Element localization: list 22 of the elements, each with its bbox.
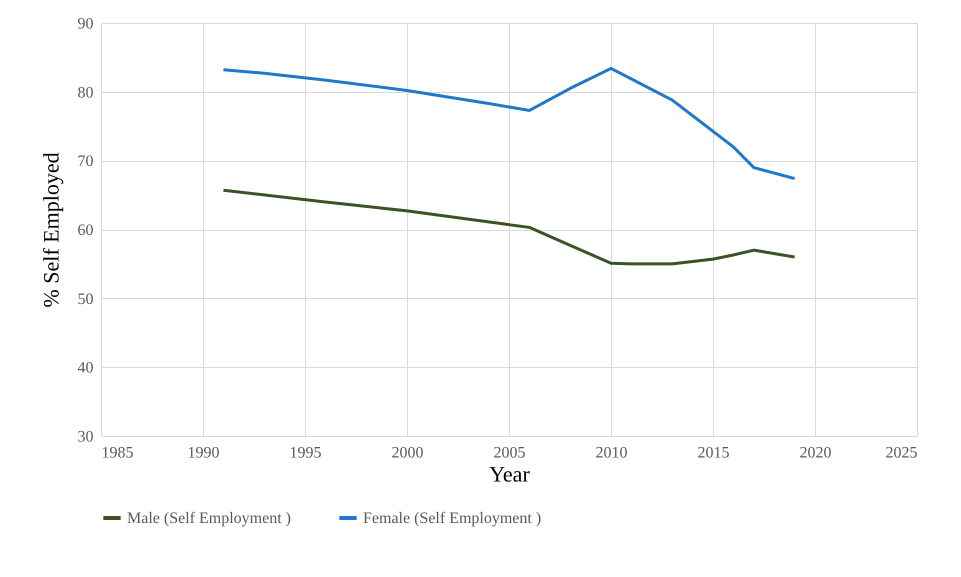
x-tick-label: 2000 [392, 444, 424, 462]
legend-label: Female (Self Employment ) [363, 510, 542, 527]
y-tick-label: 90 [78, 16, 94, 32]
y-tick-label: 70 [78, 153, 94, 170]
x-tick-label: 1985 [102, 444, 134, 462]
y-tick-label: 40 [78, 360, 94, 377]
y-tick-label: 50 [78, 290, 94, 308]
y-tick-label: 60 [78, 222, 94, 239]
x-tick-label: 2010 [596, 444, 628, 462]
legend-label: Male (Self Employment ) [127, 510, 291, 527]
x-axis-title: Year [489, 462, 530, 486]
x-tick-label: 2005 [494, 444, 526, 462]
y-tick-label: 80 [78, 84, 94, 102]
line-series [222, 66, 796, 180]
line-series [222, 188, 796, 266]
y-axis-title: % Self Employed [38, 152, 64, 308]
x-tick-label: 2025 [886, 444, 918, 462]
x-tick-label: 2015 [698, 444, 730, 462]
x-tick-label: 1995 [290, 444, 322, 462]
x-tick-label: 1990 [188, 444, 220, 462]
y-tick-label: 30 [78, 428, 94, 446]
x-tick-label: 2020 [800, 444, 832, 462]
